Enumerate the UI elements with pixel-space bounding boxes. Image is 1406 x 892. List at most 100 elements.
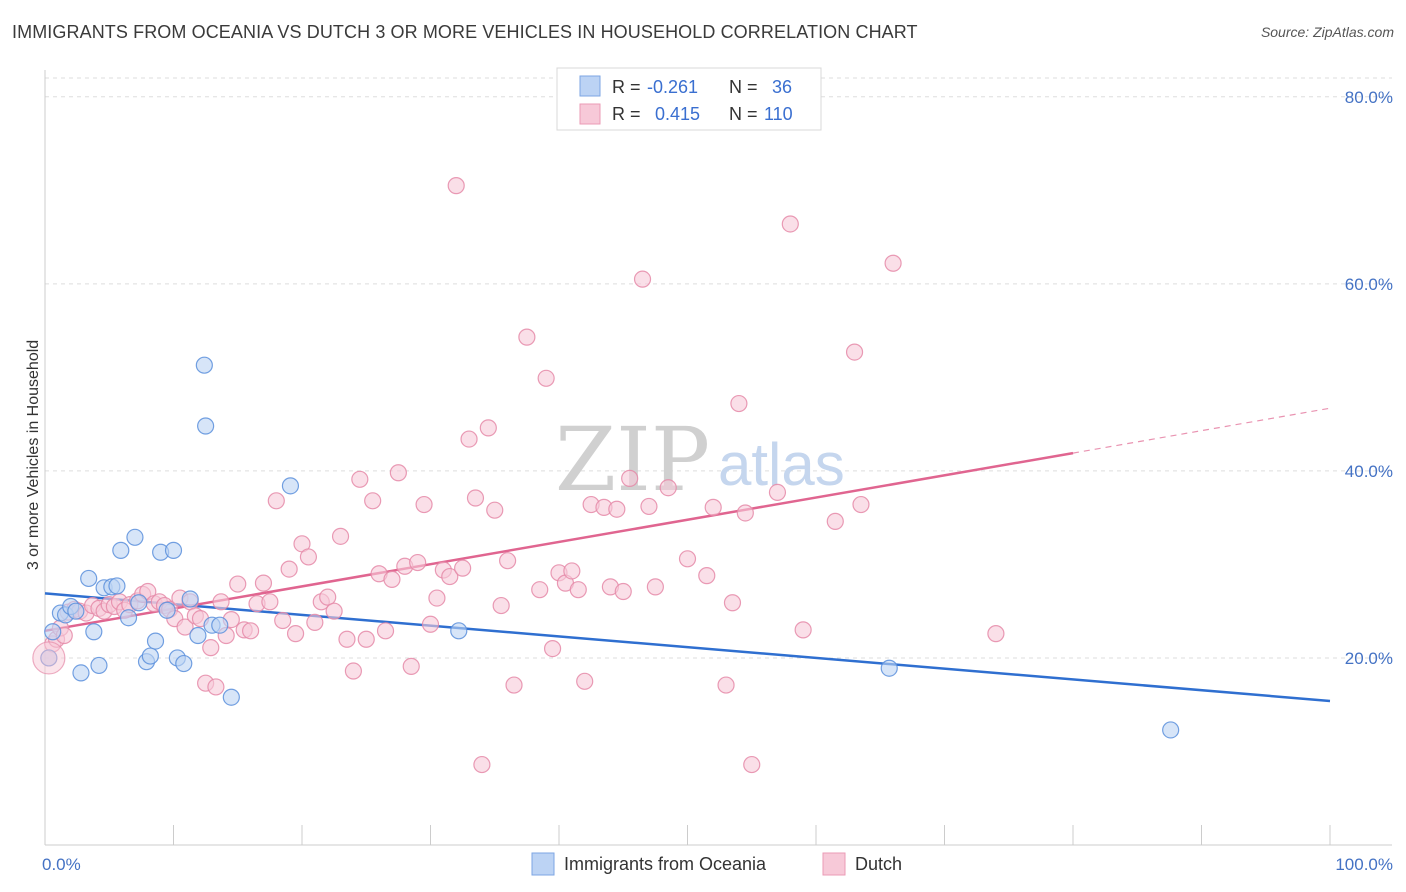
point-dutch [479,419,497,437]
legend-n-value-blue: 36 [772,77,792,97]
point-dutch [717,676,735,694]
point-dutch [633,270,652,288]
point-dutch [229,575,247,593]
point-oceania [141,647,159,665]
point-oceania [80,569,98,588]
trend-line-oceania [44,592,1331,703]
point-dutch [531,581,549,599]
point-oceania [164,541,183,559]
point-oceania [130,594,148,612]
point-dutch [389,464,407,482]
point-dutch [212,593,230,611]
y-tick-label: 80.0% [1345,88,1393,107]
point-dutch [415,495,433,514]
point-dutch [723,594,742,612]
bottom-legend-swatch-oceania [531,852,555,876]
point-dutch [274,611,292,630]
bottom-legend-swatch-dutch [822,852,846,876]
point-dutch [267,492,285,510]
bottom-legend-label-dutch: Dutch [855,854,902,874]
point-oceania [450,622,468,640]
point-dutch [563,562,581,580]
point-dutch [202,639,220,657]
correlation-legend: R = -0.261 N = 36 R = 0.415 N = 110 [556,67,822,131]
point-oceania [1162,721,1180,739]
point-dutch [608,500,626,518]
point-oceania [126,528,144,546]
axes [44,70,1392,846]
point-dutch [736,504,754,522]
point-oceania [189,626,207,645]
point-dutch [781,215,799,233]
point-dutch [402,657,420,675]
point-oceania [175,654,193,673]
point-dutch [621,469,639,487]
series-legend: Immigrants from Oceania Dutch [531,852,902,876]
point-dutch [845,343,864,361]
point-dutch [569,581,587,599]
bottom-legend-label-oceania: Immigrants from Oceania [564,854,767,874]
point-dutch [768,483,787,501]
x-tick-label: 100.0% [1335,855,1393,874]
point-dutch [505,676,523,694]
point-oceania [119,609,138,627]
point-dutch [383,570,401,588]
point-oceania [108,577,126,595]
gridlines [45,77,1392,659]
point-dutch [537,369,555,387]
point-dutch [743,755,761,774]
point-dutch [614,582,632,601]
data-points [32,177,1180,774]
point-dutch [826,512,844,530]
point-dutch [351,470,369,488]
y-tick-label: 60.0% [1345,275,1393,294]
point-dutch [428,589,446,607]
point-dutch [376,622,395,640]
legend-r-label-blue: R = [612,77,641,97]
point-dutch [987,625,1005,643]
point-dutch [441,567,459,586]
point-oceania [197,417,215,435]
point-dutch [704,498,722,516]
point-oceania [880,659,898,677]
y-tick-label: 20.0% [1345,649,1393,668]
point-dutch [466,489,485,507]
point-dutch [364,492,382,510]
legend-r-value-blue: -0.261 [647,77,698,97]
point-oceania [195,356,213,374]
point-oceania [90,656,108,675]
point-dutch [338,630,356,648]
point-oceania [222,688,240,706]
point-oceania [281,477,300,495]
point-dutch [698,567,716,585]
point-oceania [158,601,176,619]
point-oceania [85,623,103,641]
point-dutch [454,559,472,577]
point-dutch [207,678,225,696]
legend-n-label-blue: N = [729,77,758,97]
legend-n-label-pink: N = [729,104,758,124]
point-dutch [254,574,273,592]
point-dutch [325,602,343,620]
legend-n-value-pink: 110 [764,104,793,124]
point-dutch [499,552,517,570]
point-dutch [730,394,748,413]
point-dutch [678,550,697,568]
point-dutch [576,672,594,690]
point-dutch [242,622,260,640]
point-dutch [176,618,194,636]
chart-title: IMMIGRANTS FROM OCEANIA VS DUTCH 3 OR MO… [12,22,918,42]
legend-swatch-pink [579,103,601,125]
point-oceania [211,616,229,634]
point-oceania [146,632,165,650]
point-dutch [794,621,812,639]
point-dutch [286,625,305,643]
legend-r-label-pink: R = [612,104,641,124]
point-dutch [640,497,658,516]
point-cluster-origin [32,641,66,675]
point-dutch [460,430,478,448]
point-oceania [112,541,130,559]
point-dutch [421,615,440,633]
legend-swatch-blue [579,75,601,97]
